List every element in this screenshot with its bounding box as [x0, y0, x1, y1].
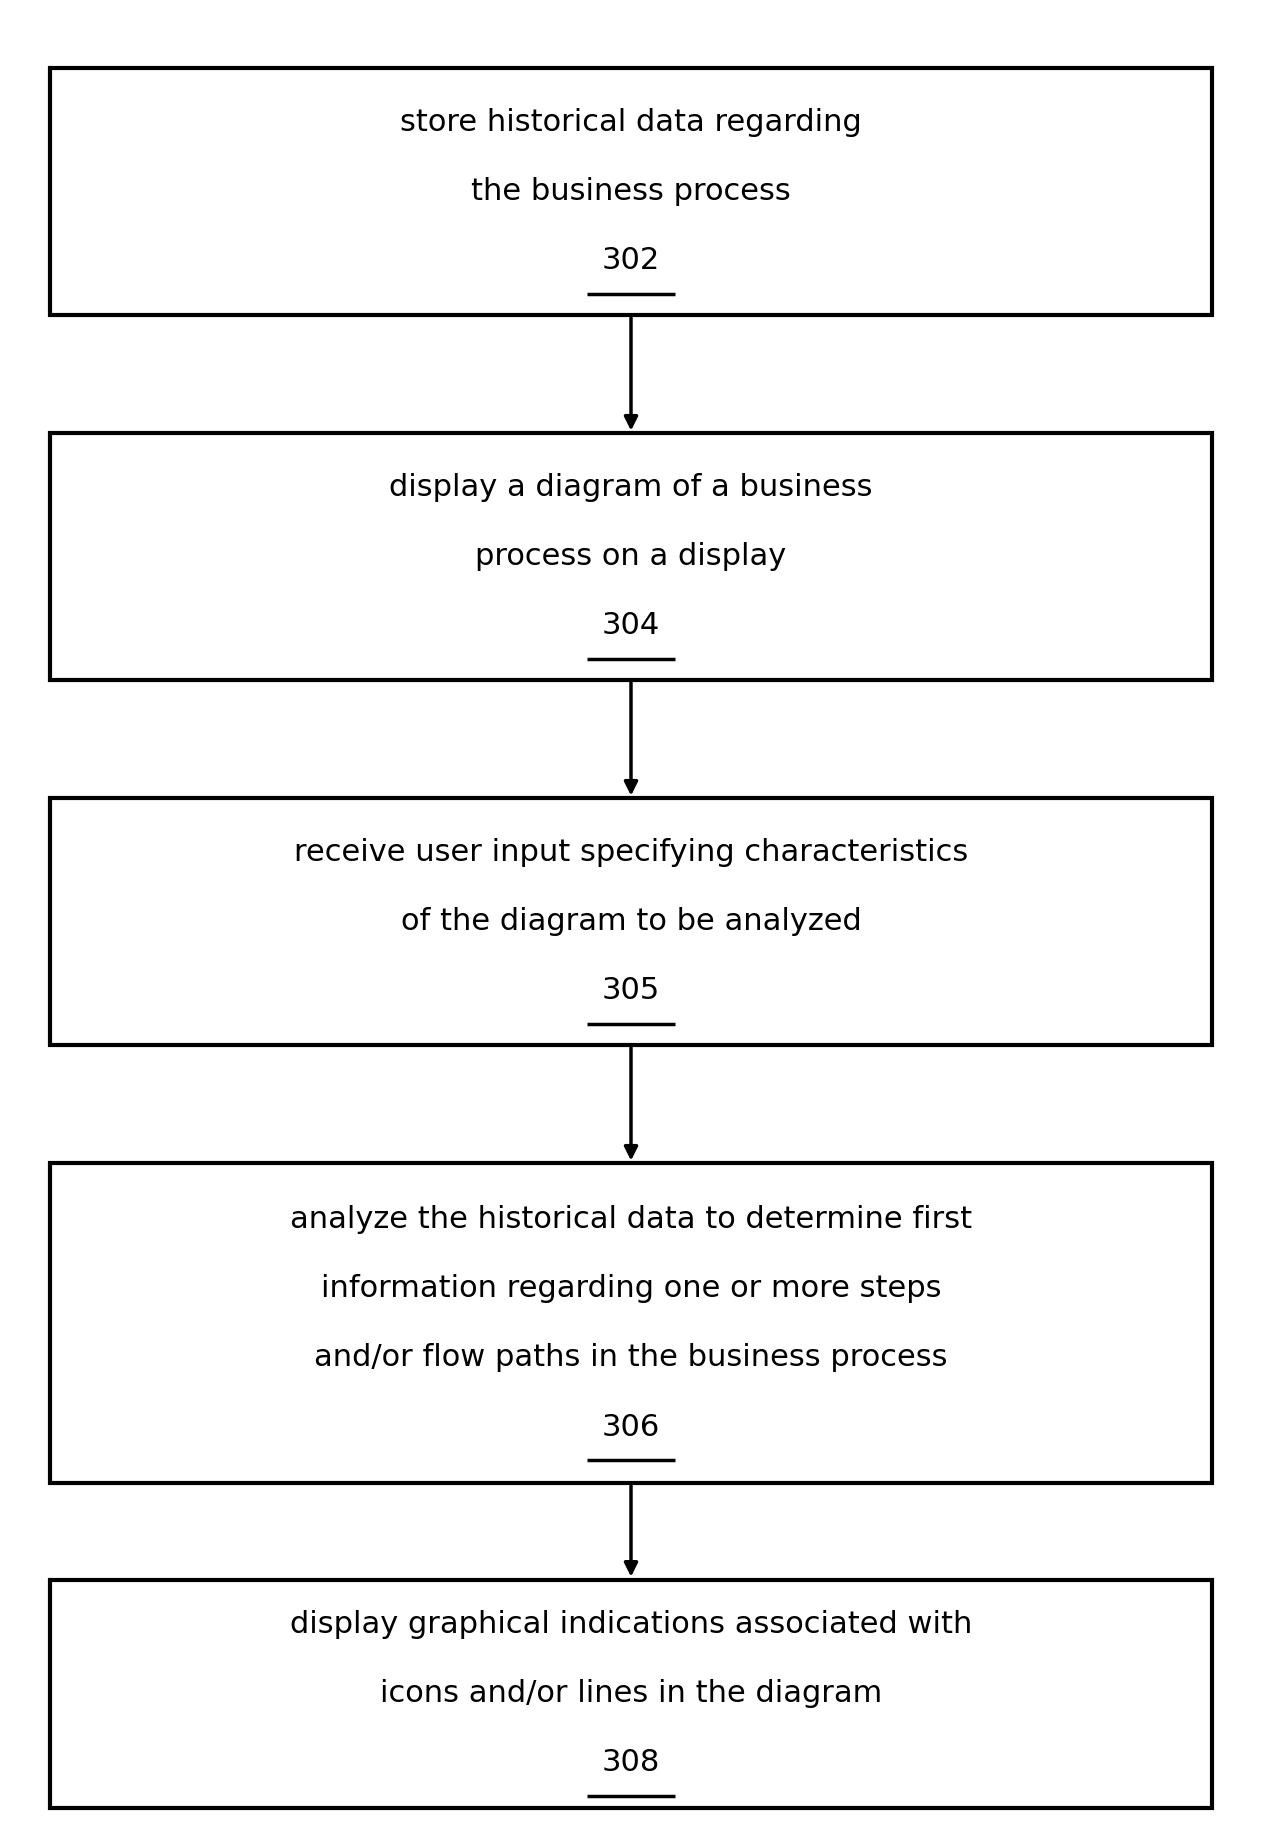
Text: information regarding one or more steps: information regarding one or more steps: [321, 1274, 941, 1303]
Bar: [50, 1164, 1212, 1482]
Text: display graphical indications associated with: display graphical indications associated…: [290, 1610, 972, 1639]
Text: of the diagram to be analyzed: of the diagram to be analyzed: [400, 907, 862, 936]
Text: analyze the historical data to determine first: analyze the historical data to determine…: [290, 1204, 972, 1234]
Text: icons and/or lines in the diagram: icons and/or lines in the diagram: [380, 1679, 882, 1708]
Text: 304: 304: [602, 611, 660, 641]
Text: the business process: the business process: [471, 177, 791, 206]
Bar: [50, 1580, 1212, 1807]
Text: 308: 308: [602, 1748, 660, 1778]
Bar: [50, 434, 1212, 681]
Text: store historical data regarding: store historical data regarding: [400, 108, 862, 137]
Text: 306: 306: [602, 1413, 660, 1442]
Bar: [50, 799, 1212, 1044]
Bar: [50, 69, 1212, 316]
Text: display a diagram of a business: display a diagram of a business: [389, 473, 873, 502]
Text: and/or flow paths in the business process: and/or flow paths in the business proces…: [314, 1343, 948, 1372]
Text: 305: 305: [602, 976, 660, 1006]
Text: receive user input specifying characteristics: receive user input specifying characteri…: [294, 838, 968, 867]
Text: 302: 302: [602, 246, 660, 276]
Text: process on a display: process on a display: [476, 542, 786, 571]
